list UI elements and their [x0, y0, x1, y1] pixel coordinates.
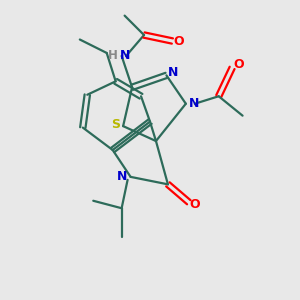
Text: N: N [168, 66, 178, 79]
Text: N: N [119, 50, 130, 62]
Text: S: S [111, 118, 120, 131]
Text: O: O [189, 198, 200, 211]
Text: O: O [233, 58, 244, 71]
Text: H: H [108, 50, 118, 62]
Text: O: O [173, 34, 184, 47]
Text: N: N [189, 97, 200, 110]
Text: N: N [117, 170, 128, 183]
